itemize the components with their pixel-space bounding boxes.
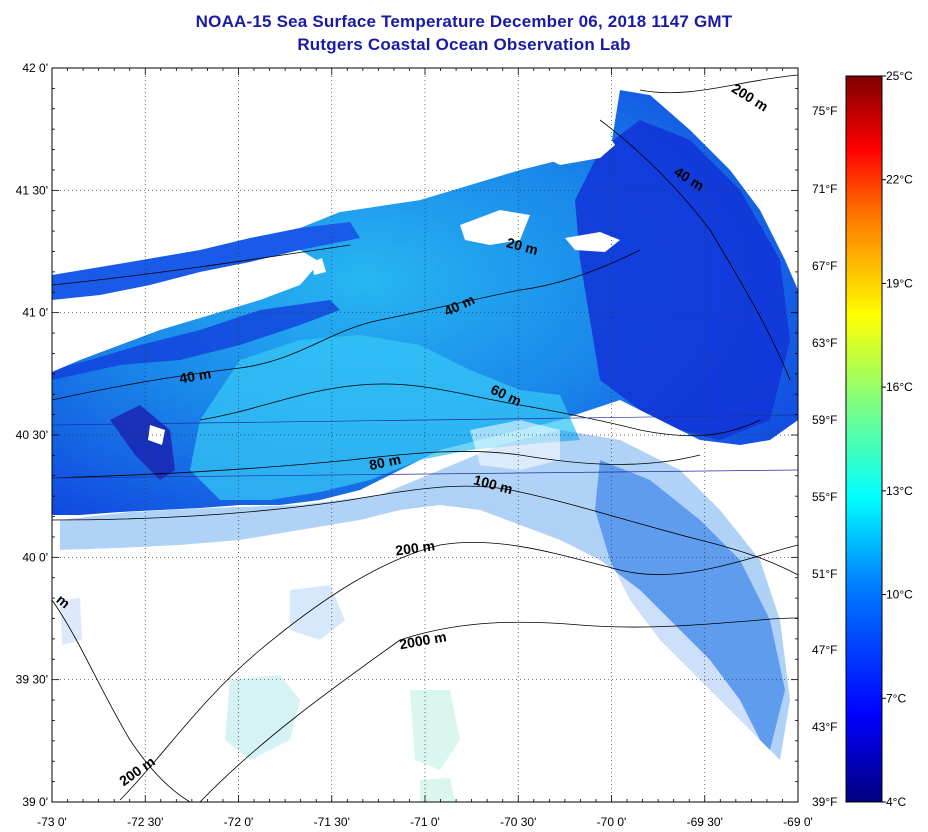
contour-east-200m	[639, 74, 798, 94]
contour-40m	[52, 249, 641, 401]
contour-200m	[119, 541, 798, 801]
fahrenheit-label: 55°F	[812, 490, 837, 504]
celsius-labels: 25°C 22°C 19°C 16°C 13°C 10°C 7°C 4°C	[882, 69, 913, 809]
longitude-label: -69 30'	[687, 815, 723, 829]
fahrenheit-label: 71°F	[812, 182, 837, 196]
contour-label: 40 m	[178, 365, 212, 386]
longitude-label: -71 30'	[314, 815, 350, 829]
fahrenheit-label: 39°F	[812, 795, 837, 809]
longitude-label: -72 0'	[224, 815, 254, 829]
longitude-label: -73 0'	[37, 815, 67, 829]
celsius-label: 19°C	[886, 276, 913, 290]
contour-100m	[52, 485, 798, 576]
longitude-labels: -73 0' -72 30' -72 0' -71 30' -71 0' -70 30' -…	[37, 815, 813, 829]
contour-2000m	[199, 617, 798, 802]
map-grid	[52, 68, 798, 802]
fahrenheit-label: 59°F	[812, 413, 837, 427]
contour-label: 20 m	[505, 234, 540, 258]
fahrenheit-label: 51°F	[812, 567, 837, 581]
celsius-label: 10°C	[886, 588, 913, 602]
latitude-labels: 42 0' 41 30' 41 0' 40 30' 40 0' 39 30' 39 0'	[16, 61, 48, 809]
longitude-label: -71 0'	[410, 815, 440, 829]
latitude-label: 41 0'	[22, 306, 48, 320]
celsius-label: 4°C	[886, 795, 906, 809]
contour-label: 80 m	[368, 451, 403, 473]
sst-field	[52, 68, 798, 802]
map-subtitle: Rutgers Coastal Ocean Observation Lab	[297, 35, 631, 54]
contour-20m	[52, 244, 351, 286]
celsius-label: 7°C	[886, 691, 906, 705]
longitude-label: -70 30'	[500, 815, 536, 829]
contour-60m	[199, 383, 761, 437]
longitude-label: -70 0'	[597, 815, 627, 829]
fahrenheit-labels: 75°F 71°F 67°F 63°F 59°F 55°F 51°F 47°F 43°F 39°F	[812, 104, 837, 809]
contour-label: 200 m	[394, 537, 436, 558]
latitude-label: 42 0'	[22, 61, 48, 75]
colorbar	[845, 75, 883, 803]
latitude-label: 40 0'	[22, 550, 48, 564]
longitude-label: -72 30'	[127, 815, 163, 829]
celsius-label: 25°C	[886, 69, 913, 83]
celsius-label: 16°C	[886, 380, 913, 394]
map-title: NOAA-15 Sea Surface Temperature December…	[195, 12, 733, 31]
fahrenheit-label: 75°F	[812, 104, 837, 118]
fahrenheit-label: 43°F	[812, 720, 837, 734]
contour-sw-200m	[52, 599, 191, 802]
contour-east-40m	[599, 119, 791, 381]
fahrenheit-label: 63°F	[812, 336, 837, 350]
latitude-label: 40 30'	[16, 428, 48, 442]
fahrenheit-label: 67°F	[812, 259, 837, 273]
fahrenheit-label: 47°F	[812, 643, 837, 657]
longitude-label: -69 0'	[783, 815, 813, 829]
latitude-label: 41 30'	[16, 183, 48, 197]
contour-80m	[52, 450, 701, 479]
celsius-label: 22°C	[886, 173, 913, 187]
celsius-label: 13°C	[886, 484, 913, 498]
latitude-label: 39 0'	[22, 795, 48, 809]
frame-ticks	[51, 67, 799, 803]
latitude-label: 39 30'	[16, 673, 48, 687]
